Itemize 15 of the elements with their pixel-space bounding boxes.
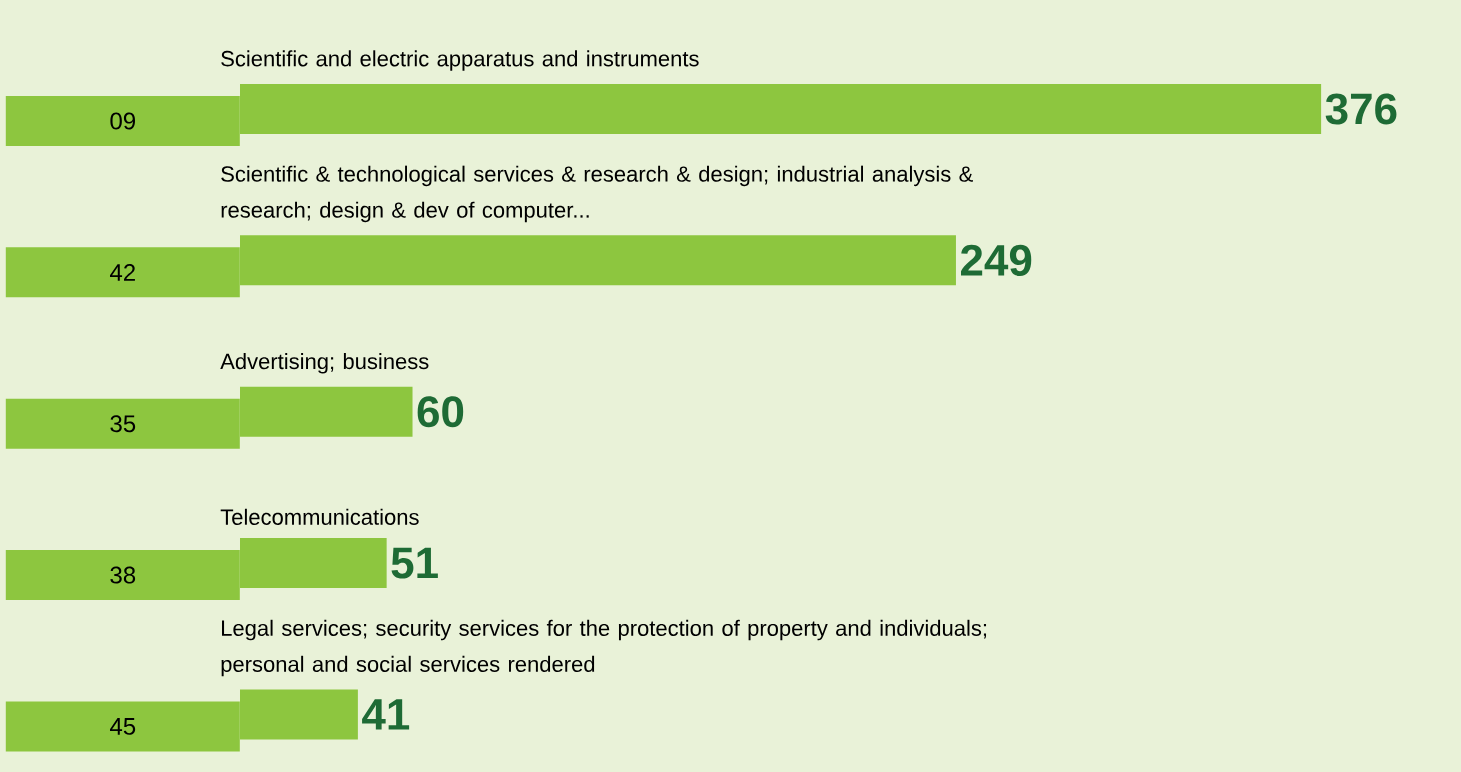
y-tick-label: 42 [110, 263, 135, 281]
data-label: 376 [1325, 93, 1397, 125]
annotation: Advertising; business [220, 353, 429, 374]
annotation: Scientific and electric apparatus and instruments [221, 50, 699, 71]
annotation: Telecommunications [220, 508, 419, 525]
data-label: 60 [417, 396, 464, 428]
data-label: 41 [362, 699, 410, 730]
y-tick-label: 45 [110, 718, 136, 735]
y-tick-label: 09 [110, 112, 136, 130]
y-tick-label: 35 [110, 415, 136, 433]
y-tick-label: 38 [110, 566, 136, 584]
annotation: Legal services; security services for the protection of property and individuals; personal and social services rendered [221, 619, 987, 677]
annotation: Scientific & technological services & research & design; industrial analysis & research; design & dev of computer... [221, 165, 973, 223]
data-label: 249 [961, 244, 1032, 276]
data-label: 51 [391, 547, 438, 579]
